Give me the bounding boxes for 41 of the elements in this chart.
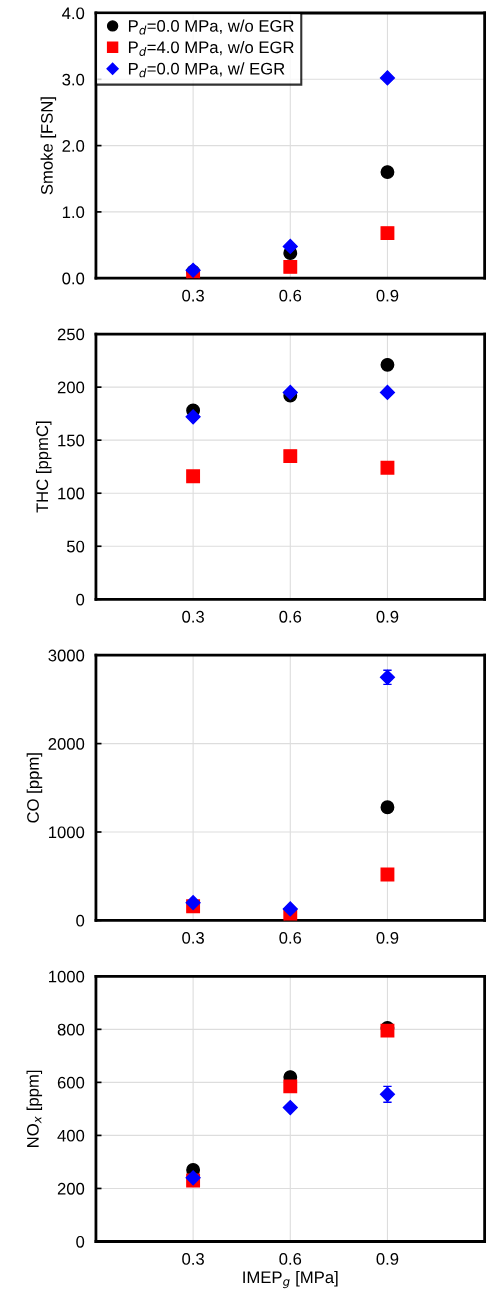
legend-label: P$_{d}$=0.0 MPa, w/ EGR [128,62,285,78]
y-tick-label: 0 [76,593,85,606]
y-tick-label: 2.0 [62,140,85,152]
legend-label: P$_{d}$=4.0 MPa, w/o EGR [128,40,294,56]
x-tick-label: 0.3 [182,1253,204,1265]
x-tick-label: 0.6 [279,289,302,302]
x-tick-label: 0.9 [376,289,399,302]
y-tick-label: 400 [57,1129,85,1142]
x-tick-label: 0.6 [279,1253,302,1265]
y-tick-label: 2000 [48,738,85,750]
y-tick-label: 0 [76,914,85,927]
x-tick-label: 0.3 [182,289,204,302]
y-tick-label: 0.0 [62,272,85,285]
y-tick-label: 3.0 [62,73,85,86]
x-tick-label: 0.6 [279,610,302,623]
y-axis-title: CO [ppm] [26,753,43,823]
y-tick-label: 200 [57,1182,85,1195]
y-tick-label: 200 [57,381,85,394]
x-tick-label: 0.6 [279,931,302,944]
x-tick-label: 0.9 [376,931,399,944]
y-tick-label: 600 [57,1076,85,1089]
x-axis-title: IMEP$_{g}$ [MPa] [243,1270,338,1289]
y-axis-title: Smoke [FSN] [40,97,57,195]
y-tick-label: 800 [57,1023,85,1036]
y-tick-label: 4.0 [62,7,85,20]
y-axis-title: THC [ppmC] [35,421,52,513]
x-tick-label: 0.9 [376,1253,399,1265]
y-tick-label: 3000 [48,649,85,662]
y-tick-label: 1000 [49,970,85,983]
x-tick-label: 0.9 [376,610,399,623]
y-tick-label: 100 [58,487,85,500]
x-tick-label: 0.3 [182,931,204,944]
x-tick-label: 0.3 [182,610,204,623]
y-tick-label: 1.0 [62,206,85,219]
y-tick-label: 150 [58,434,85,447]
legend-label: P$_{d}$=0.0 MPa, w/o EGR [128,19,294,35]
y-tick-label: 1000 [49,826,85,839]
y-axis-title: NO$_{x}$ [ppm] [26,1070,43,1147]
y-tick-label: 250 [57,328,85,341]
y-tick-label: 50 [66,540,85,553]
y-tick-label: 0 [76,1235,85,1248]
